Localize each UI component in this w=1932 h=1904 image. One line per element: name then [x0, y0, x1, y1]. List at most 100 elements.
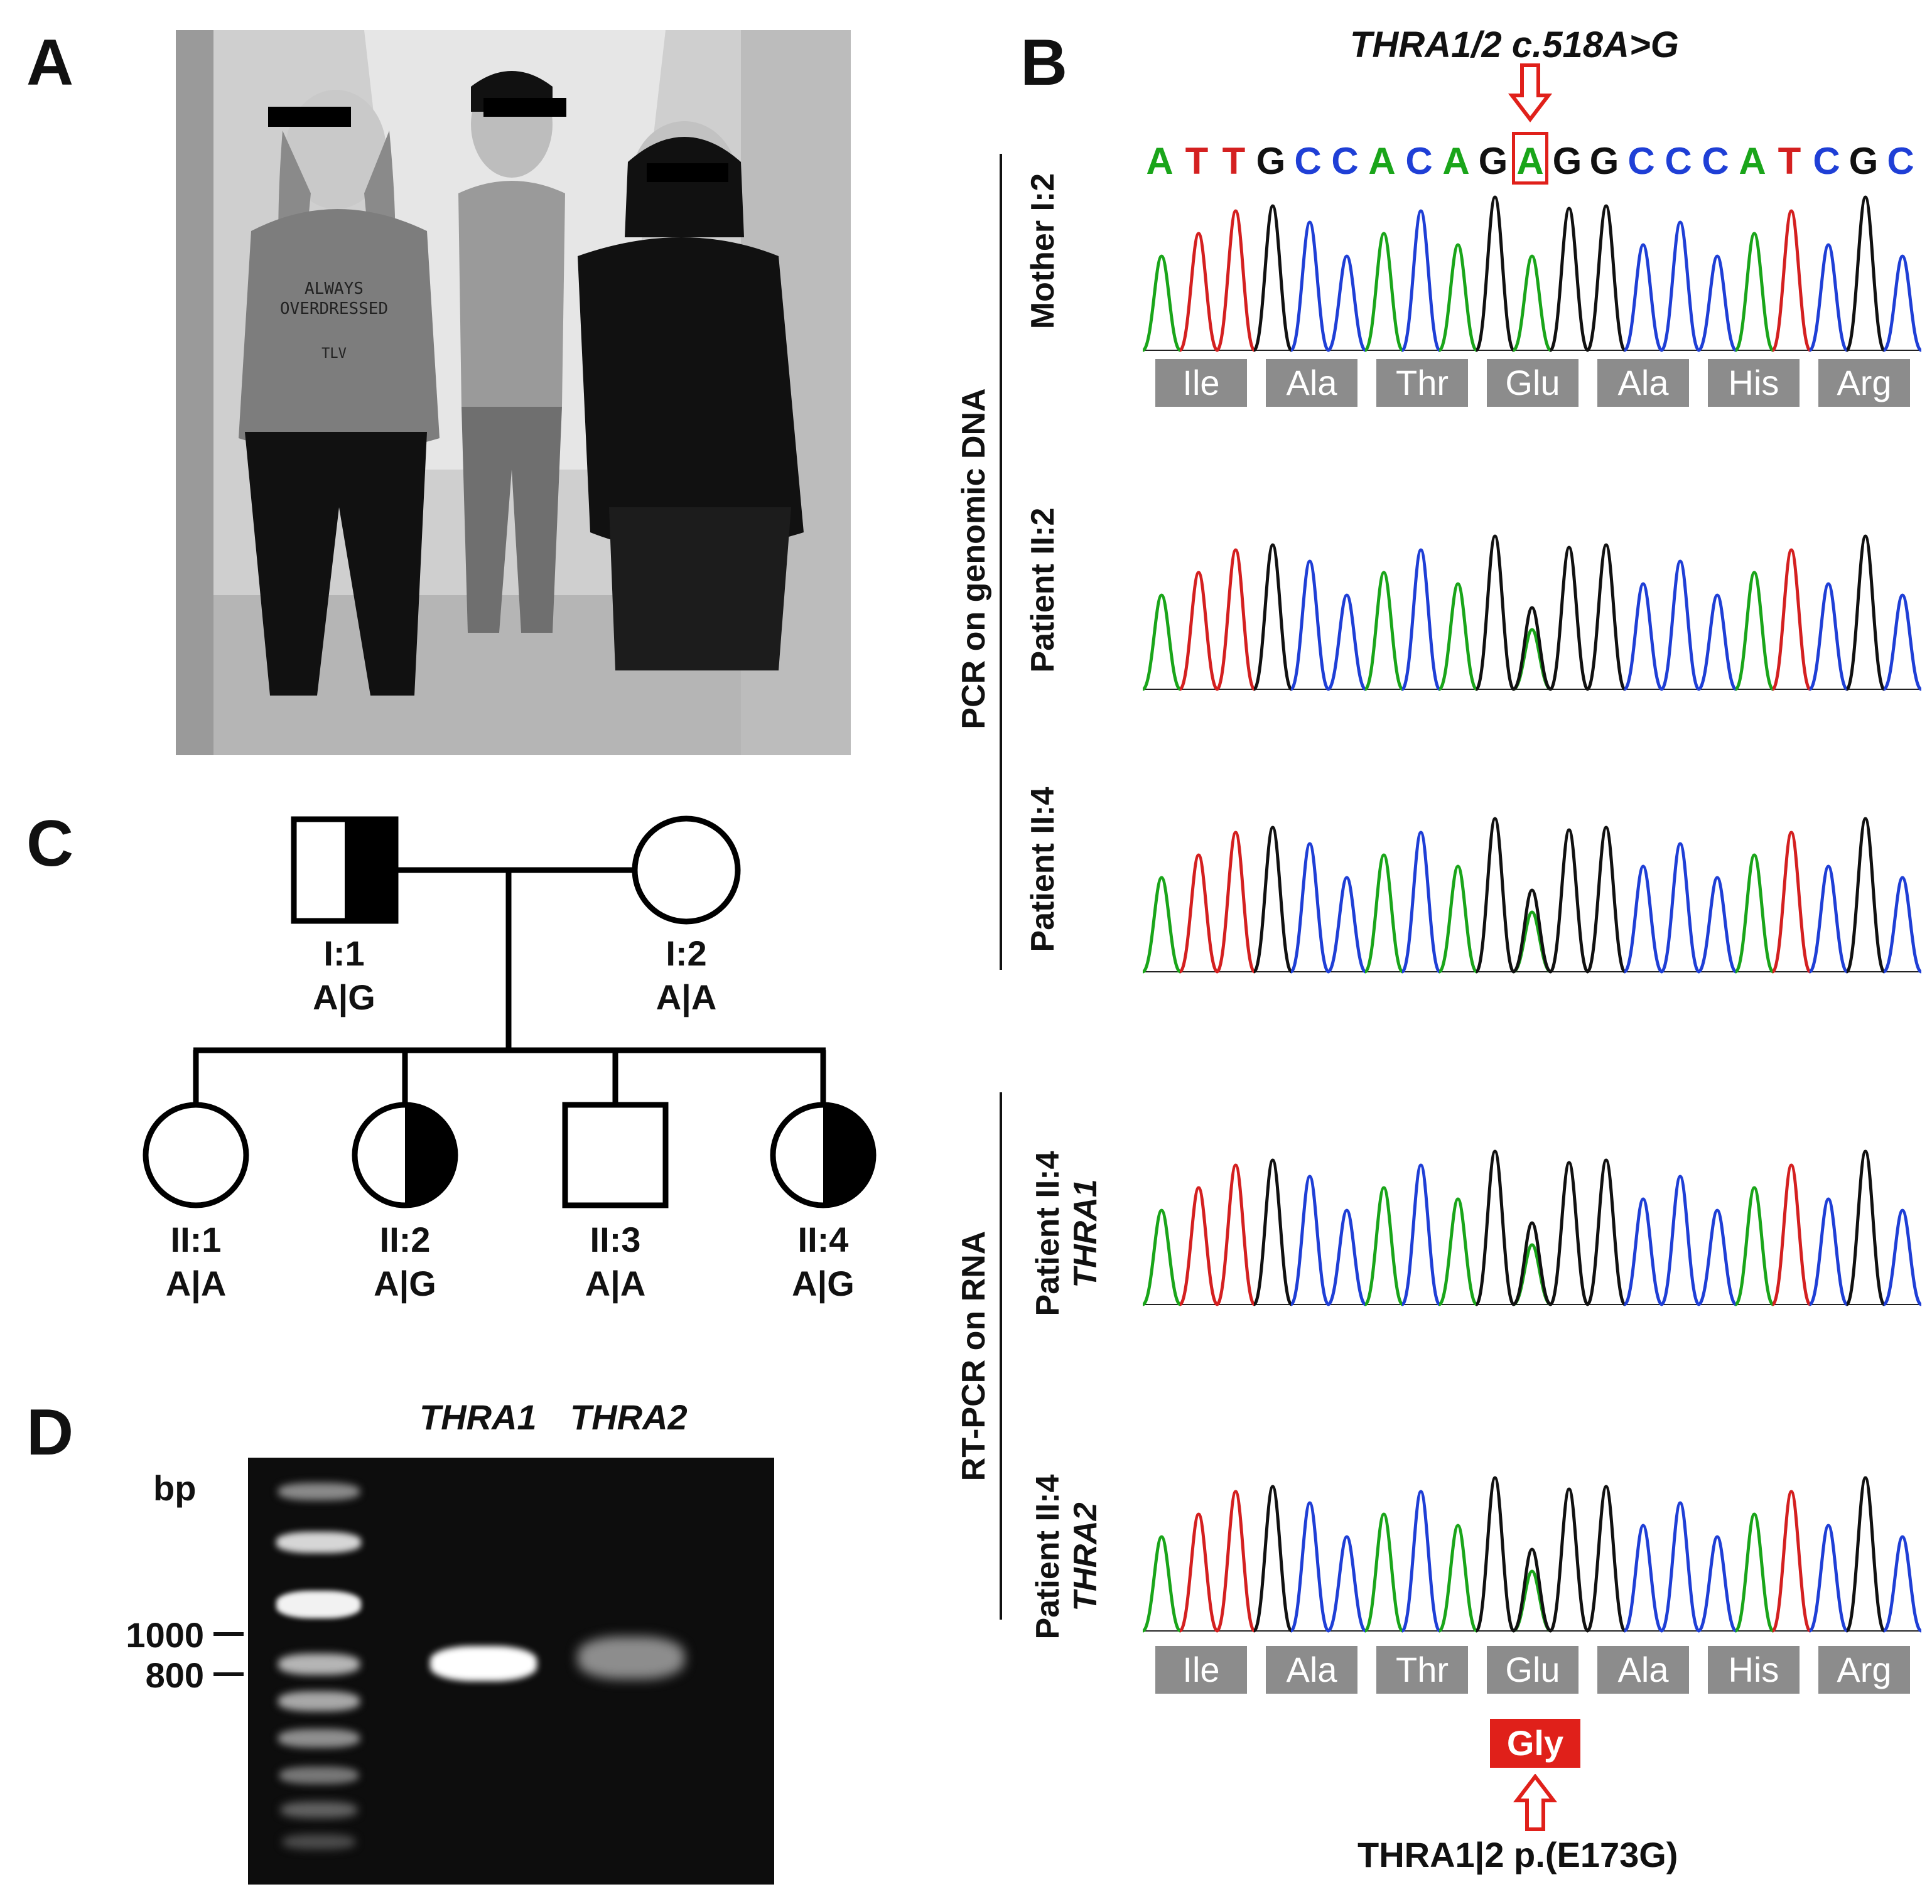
chromatogram-peak	[1771, 831, 1812, 974]
chromatogram-peak	[1845, 195, 1886, 352]
ladder-band	[276, 1532, 361, 1553]
sequence-base: C	[1627, 140, 1655, 182]
chromatogram-peak	[1512, 1547, 1552, 1633]
sequence-base: C	[1665, 140, 1692, 182]
trace-sublabel-thra1: THRA1	[1067, 1179, 1104, 1288]
pedigree-ii2-id: II:2	[379, 1220, 431, 1259]
chromatogram-peak	[1697, 1208, 1737, 1306]
amino-acid-box: Ala	[1266, 1646, 1357, 1694]
sequence-base: T	[1222, 140, 1246, 182]
chromatogram-peak	[1548, 207, 1590, 352]
chromatogram-peak	[1474, 817, 1516, 974]
family-photo: ALWAYS OVERDRESSED TLV	[176, 30, 851, 755]
chromatogram-peak	[1474, 534, 1516, 691]
gel-marker-1000: 1000	[126, 1615, 204, 1655]
chromatogram-peak	[1327, 593, 1367, 691]
rna-group-bar	[1000, 1092, 1002, 1620]
chromatogram-peak	[1474, 1149, 1516, 1306]
chromatogram-peak	[1622, 1524, 1664, 1633]
chromatogram-peak	[1585, 1158, 1627, 1306]
chromatogram-peak	[1622, 864, 1664, 974]
pedigree-i2-id: I:2	[666, 933, 707, 973]
sequence-base: C	[1702, 140, 1729, 182]
trace-label-mother-text: Mother I:2	[1025, 173, 1062, 330]
pedigree-ii4-id: II:4	[797, 1220, 849, 1259]
chromatogram-peak	[1363, 853, 1405, 974]
chromatogram-peak	[1771, 209, 1812, 352]
chromatogram-peak	[1143, 254, 1182, 352]
chromatogram-peak	[1289, 1175, 1330, 1306]
chromatogram-peak	[1363, 232, 1405, 352]
sequence-base: A	[1146, 140, 1174, 182]
chromatogram-peak	[1215, 1163, 1256, 1306]
pedigree-ii3-label: II:3 A|A	[585, 1218, 646, 1306]
chromatogram-peak	[1622, 582, 1664, 691]
chromatogram-peak	[1734, 571, 1775, 691]
protein-label: THRA1|2 p.(E173G)	[1357, 1835, 1678, 1874]
sequence-base: A	[1368, 140, 1396, 182]
chromatogram-peak	[1697, 876, 1737, 974]
trace-label-patient-ii4: Patient II:4	[1025, 787, 1062, 952]
chromatogram-peak	[1252, 1158, 1293, 1306]
pedigree-ii1-genotype: A|A	[165, 1264, 227, 1303]
ladder-band	[278, 1691, 360, 1711]
amino-acid-box: Glu	[1487, 1646, 1579, 1694]
chromatogram-peak	[1363, 571, 1405, 691]
chromatogram-peak	[1178, 1512, 1219, 1633]
gel-marker-1000-tick	[213, 1632, 244, 1636]
trace-sublabel-thra2: THRA2	[1067, 1502, 1104, 1611]
chromatogram-peak	[1178, 853, 1219, 974]
sequence-base: A	[1739, 140, 1766, 182]
pedigree-chart	[143, 815, 877, 1208]
chromatogram-peak	[1808, 864, 1849, 974]
chromatogram-peak	[1400, 1490, 1442, 1633]
thra2-band	[578, 1637, 684, 1679]
amino-acid-box: His	[1708, 1646, 1800, 1694]
chromatogram-peak	[1143, 1208, 1182, 1306]
chromatogram-peak	[1178, 571, 1219, 691]
pedigree-ii3-genotype: A|A	[585, 1264, 646, 1303]
sequence-base: C	[1813, 140, 1840, 182]
chromatogram-thra1	[1143, 1149, 1921, 1306]
chromatogram-peak	[1548, 1487, 1590, 1633]
pedigree-ii2-genotype: A|G	[374, 1264, 436, 1303]
panel-d-label: D	[26, 1396, 74, 1469]
chromatogram-peak	[1882, 593, 1921, 691]
amino-acid-box: Ile	[1155, 359, 1247, 407]
chromatogram-peak	[1697, 1535, 1737, 1633]
gel-marker-800: 800	[145, 1655, 204, 1695]
chromatogram-peak	[1734, 1186, 1775, 1306]
amino-acid-box: Arg	[1818, 359, 1910, 407]
sequence-base: G	[1256, 140, 1286, 182]
chromatogram-peak	[1845, 1476, 1886, 1633]
agarose-gel-image	[248, 1458, 774, 1885]
trace-label-patient-ii4-text: Patient II:4	[1025, 787, 1062, 952]
pedigree-ii1-symbol	[143, 1102, 249, 1208]
chromatogram-peak	[1771, 548, 1812, 691]
shirt-text-1: ALWAYS	[305, 279, 364, 298]
sequence-base: C	[1887, 140, 1914, 182]
pedigree-i1-id: I:1	[323, 933, 365, 973]
sequence-base: G	[1552, 140, 1582, 182]
chromatogram-peak	[1585, 826, 1627, 974]
pedigree-i1-label: I:1 A|G	[313, 932, 375, 1019]
chromatogram-peak	[1143, 876, 1182, 974]
amino-acid-box: Ala	[1597, 1646, 1689, 1694]
chromatogram-peak	[1437, 582, 1479, 691]
ladder-band	[283, 1834, 355, 1849]
chromatogram-peak	[1512, 254, 1552, 352]
chromatogram-peak	[1845, 534, 1886, 691]
chromatogram-thra2	[1143, 1476, 1921, 1633]
genomic-group-label: PCR on genomic DNA	[956, 388, 993, 729]
chromatogram-peak	[1659, 220, 1701, 352]
chromatogram-peak	[1474, 195, 1516, 352]
chromatogram-peak	[1622, 1197, 1664, 1306]
chromatogram-peak	[1882, 876, 1921, 974]
chromatogram-peak	[1400, 831, 1442, 974]
amino-acid-box: Ala	[1266, 359, 1357, 407]
trace-label-patient-ii4-thra1: Patient II:4 THRA1	[1030, 1151, 1105, 1316]
sequence-base: A	[1516, 140, 1544, 182]
ladder-band	[278, 1729, 360, 1748]
sequence-base: C	[1294, 140, 1322, 182]
pedigree-ii2-label: II:2 A|G	[374, 1218, 436, 1306]
